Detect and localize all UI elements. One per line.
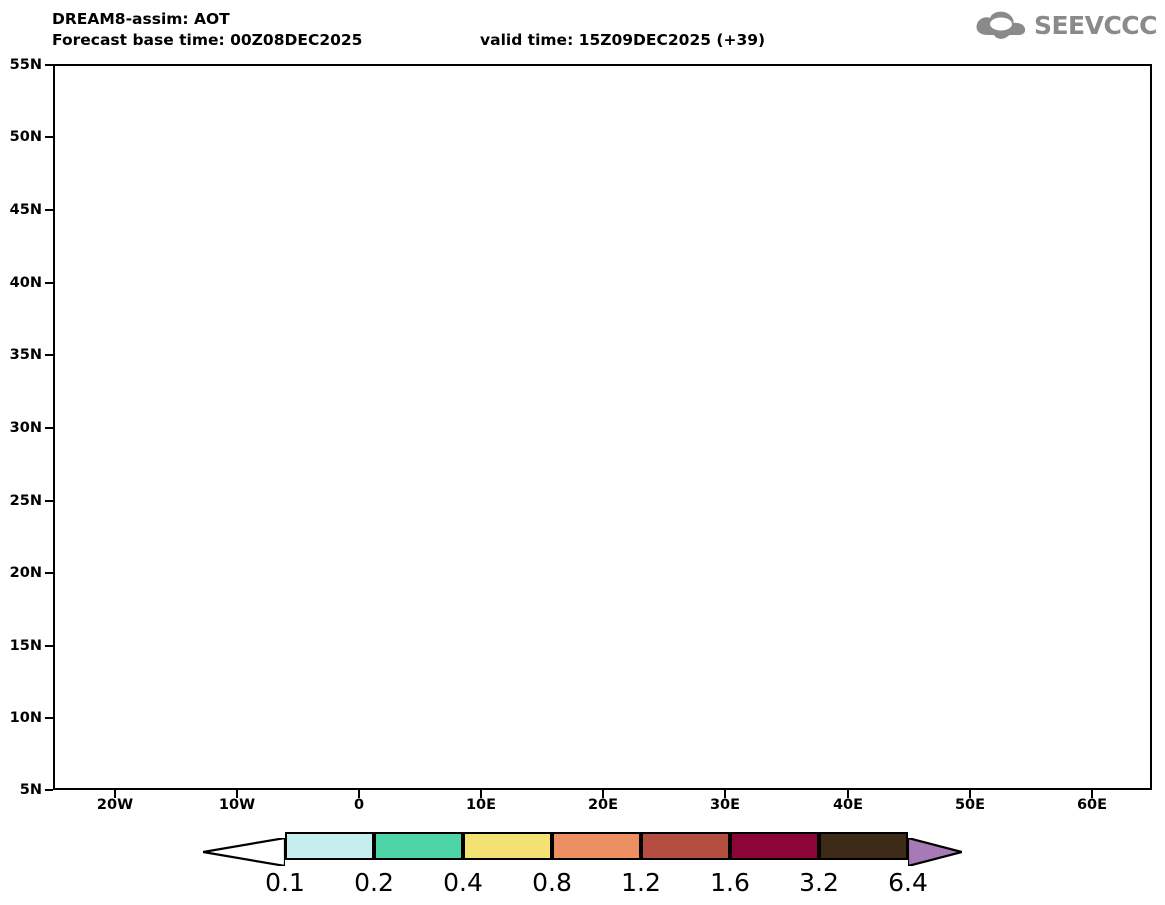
colorbar-tick-label: 0.4 xyxy=(443,868,483,897)
colorbar-over-arrow xyxy=(908,838,962,866)
y-axis-label: 25N xyxy=(9,493,42,509)
header: DREAM8-assim: AOT Forecast base time: 00… xyxy=(0,0,1165,58)
x-tick xyxy=(358,790,360,798)
x-axis-label: 0 xyxy=(353,797,365,813)
y-axis-label: 45N xyxy=(9,202,42,218)
y-axis-label: 20N xyxy=(9,565,42,581)
colorbar-swatch-0.4-0.8[interactable] xyxy=(463,832,552,860)
y-axis-label: 5N xyxy=(19,782,42,798)
y-axis-label: 55N xyxy=(9,57,42,73)
x-axis-label: 10E xyxy=(465,797,497,813)
y-tick xyxy=(45,645,53,647)
colorbar-tick-label: 6.4 xyxy=(888,868,928,897)
y-axis-label: 30N xyxy=(9,420,42,436)
x-tick xyxy=(480,790,482,798)
x-tick xyxy=(114,790,116,798)
y-tick xyxy=(45,500,53,502)
y-tick xyxy=(45,64,53,66)
x-tick xyxy=(724,790,726,798)
colorbar-swatch-0.1-0.2[interactable] xyxy=(285,832,374,860)
x-tick xyxy=(602,790,604,798)
map-frame xyxy=(53,64,1152,790)
colorbar-swatch-1.2-1.6[interactable] xyxy=(641,832,730,860)
colorbar-swatch-3.2-6.4[interactable] xyxy=(819,832,908,860)
x-axis-label: 60E xyxy=(1076,797,1108,813)
y-axis-label: 15N xyxy=(9,638,42,654)
colorbar-tick-label: 1.6 xyxy=(710,868,750,897)
x-axis-label: 40E xyxy=(832,797,864,813)
x-axis-label: 50E xyxy=(954,797,986,813)
colorbar-swatch-0.2-0.4[interactable] xyxy=(374,832,463,860)
y-tick xyxy=(45,427,53,429)
y-tick xyxy=(45,282,53,284)
colorbar-swatch-0.8-1.2[interactable] xyxy=(552,832,641,860)
y-tick xyxy=(45,354,53,356)
logo-text: SEEVCCC xyxy=(1033,10,1158,40)
x-tick xyxy=(969,790,971,798)
y-tick xyxy=(45,209,53,211)
page-title: DREAM8-assim: AOT xyxy=(52,10,230,28)
colorbar-swatch-1.6-3.2[interactable] xyxy=(730,832,819,860)
x-axis-label: 20W xyxy=(96,797,134,813)
y-axis-label: 40N xyxy=(9,275,42,291)
colorbar-tick-label: 3.2 xyxy=(799,868,839,897)
cloud-icon xyxy=(976,11,1026,39)
y-axis-label: 10N xyxy=(9,710,42,726)
colorbar-under-arrow xyxy=(203,838,285,866)
colorbar-tick-label: 0.1 xyxy=(265,868,305,897)
map-container[interactable] xyxy=(53,64,1152,790)
x-tick xyxy=(1091,790,1093,798)
colorbar[interactable]: 0.1 0.2 0.4 0.8 1.2 1.6 3.2 6.4 xyxy=(0,832,1165,902)
x-tick xyxy=(847,790,849,798)
x-axis-label: 20E xyxy=(587,797,619,813)
y-tick xyxy=(45,789,53,791)
y-axis-label: 35N xyxy=(9,347,42,363)
x-tick xyxy=(236,790,238,798)
y-tick xyxy=(45,717,53,719)
forecast-base-time: Forecast base time: 00Z08DEC2025 xyxy=(52,31,363,49)
colorbar-tick-label: 0.8 xyxy=(532,868,572,897)
valid-time: valid time: 15Z09DEC2025 (+39) xyxy=(480,31,766,49)
x-axis-label: 30E xyxy=(709,797,741,813)
colorbar-tick-label: 1.2 xyxy=(621,868,661,897)
y-axis-label: 50N xyxy=(9,129,42,145)
seevccc-logo: SEEVCCC xyxy=(974,6,1158,44)
x-axis-label: 10W xyxy=(218,797,256,813)
colorbar-tick-label: 0.2 xyxy=(354,868,394,897)
y-tick xyxy=(45,572,53,574)
y-tick xyxy=(45,136,53,138)
